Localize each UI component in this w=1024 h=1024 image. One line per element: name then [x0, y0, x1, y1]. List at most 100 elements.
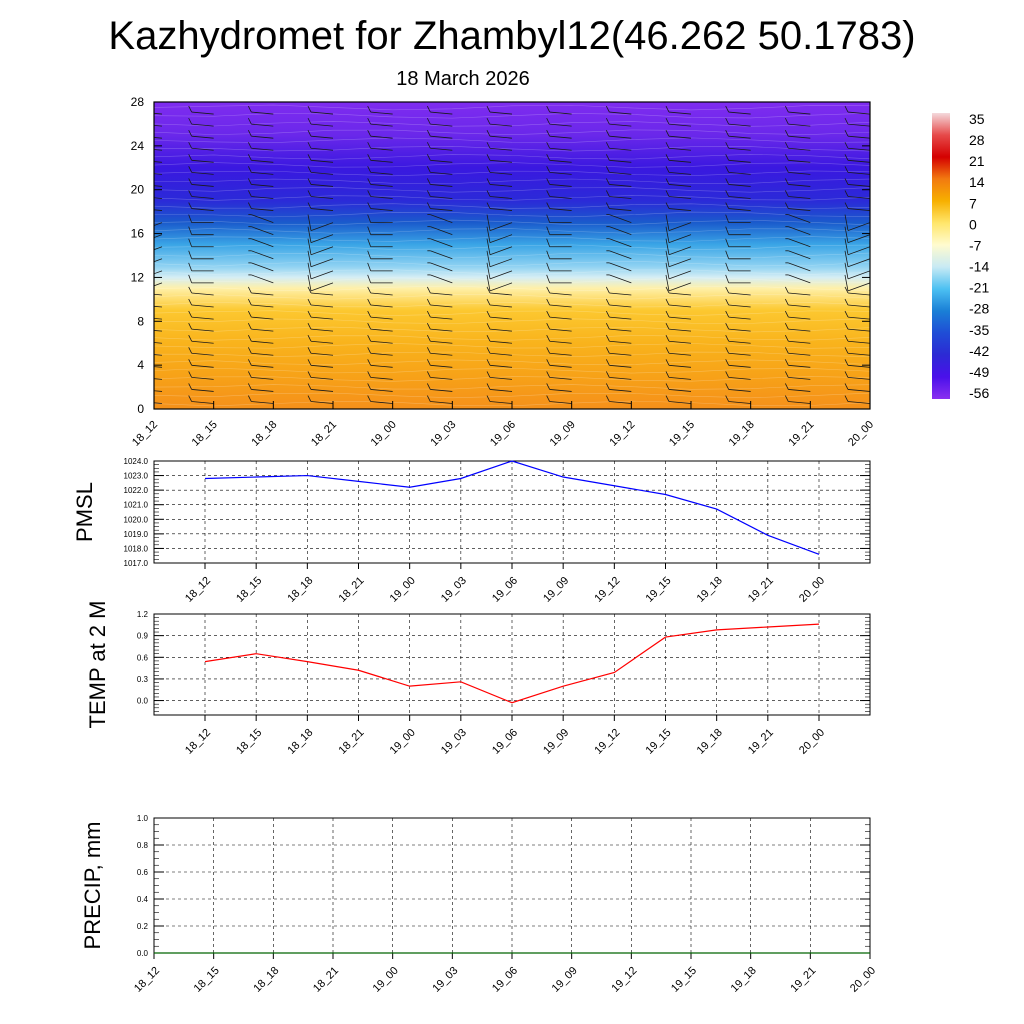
wind-barb: [370, 364, 393, 368]
wind-barb-feather: [188, 395, 193, 402]
wind-barb-feather: [307, 166, 312, 173]
wind-barb: [847, 364, 870, 368]
wind-barb-feather: [665, 286, 670, 294]
y-tick-label: 1017.0: [124, 559, 149, 568]
wind-barb-feather: [844, 166, 849, 173]
wind-barb-feather: [426, 142, 431, 149]
wind-barb-feather: [426, 395, 431, 402]
wind-barb: [489, 208, 513, 211]
wind-barb: [310, 340, 334, 344]
wind-barb: [609, 401, 632, 404]
wind-barb: [430, 171, 453, 175]
x-tick-label: 19_12: [607, 419, 637, 449]
colorbar-bar: [932, 113, 950, 399]
wind-barb-feather: [725, 154, 730, 161]
y-tick-label: 20: [131, 183, 145, 197]
wind-barb-feather: [188, 274, 193, 284]
wind-barb: [370, 171, 393, 175]
wind-barb-feather: [188, 166, 193, 173]
x-tick-label: 19_12: [592, 575, 622, 605]
wind-barb-feather: [546, 383, 551, 390]
wind-barb-feather: [665, 226, 670, 243]
wind-barb: [251, 292, 274, 296]
wind-barb: [310, 171, 334, 175]
x-tick-label: 19_12: [592, 727, 622, 757]
wind-barb: [847, 316, 870, 320]
wind-barb: [489, 171, 513, 175]
pmsl-panel: 1017.0 1018.0 1019.0 1020.0 1021.0 1022.0 1023…: [72, 457, 871, 605]
wind-barb-feather: [247, 178, 252, 185]
wind-barb: [609, 208, 632, 211]
wind-barb: [728, 364, 751, 368]
wind-barb: [609, 214, 632, 223]
wind-barb-feather: [784, 383, 789, 390]
wind-barb-feather: [546, 322, 551, 330]
wind-barb-feather: [426, 190, 431, 197]
wind-barb-feather: [725, 117, 730, 125]
wind-barb-feather: [426, 178, 431, 185]
x-tick-label: 19_21: [746, 727, 776, 757]
wind-barb-feather: [486, 347, 491, 354]
wind-barb: [609, 316, 632, 320]
colorbar-label: -28: [969, 301, 989, 317]
cross-section-panel: 0 4 8 12 16 20 24 28 18_12 18_15 18_18 18_21 19_00 19…: [130, 95, 876, 449]
colorbar-label: -35: [969, 322, 989, 338]
contour-line: [154, 154, 870, 160]
wind-barb-feather: [725, 202, 730, 209]
wind-barb-feather: [188, 322, 193, 330]
contour-line: [154, 285, 870, 292]
wind-barb: [489, 258, 513, 268]
contour-line: [154, 104, 870, 111]
wind-barb-feather: [247, 166, 252, 173]
wind-barb: [489, 147, 513, 151]
wind-barb-feather: [784, 298, 789, 306]
contour-line: [154, 228, 870, 234]
wind-barb-feather: [247, 371, 252, 378]
wind-barb: [609, 123, 632, 127]
wind-barb: [609, 250, 632, 260]
wind-barb: [430, 389, 453, 392]
y-tick-label: 0.0: [137, 697, 149, 706]
wind-barb-feather: [784, 286, 789, 294]
wind-barb: [191, 208, 214, 211]
wind-barb: [251, 316, 274, 320]
wind-barb-feather: [307, 105, 312, 113]
wind-barb: [430, 376, 453, 380]
wind-barb-feather: [188, 117, 193, 125]
wind-barb-feather: [605, 178, 610, 185]
wind-barb-feather: [546, 214, 551, 223]
x-tick-label: 19_09: [541, 575, 571, 605]
wind-barb: [788, 262, 811, 272]
wind-barb: [251, 123, 274, 127]
wind-barb-feather: [844, 371, 849, 378]
wind-barb: [430, 159, 453, 163]
wind-barb-feather: [546, 335, 551, 342]
wind-barb-feather: [137, 118, 140, 124]
contour-line: [154, 236, 870, 242]
wind-barb: [668, 340, 692, 344]
x-tick-label: 19_15: [669, 965, 699, 995]
wind-barb-feather: [844, 142, 849, 149]
wind-barb-feather: [486, 214, 491, 231]
colorbar-label: -7: [969, 237, 982, 253]
wind-barb-feather: [665, 166, 670, 173]
wind-barb-feather: [367, 214, 372, 223]
wind-barb: [191, 376, 214, 380]
wind-barb-feather: [426, 347, 431, 354]
wind-barb-feather: [307, 322, 312, 330]
contour-line: [154, 343, 870, 349]
wind-barb: [788, 316, 811, 320]
wind-barb: [609, 389, 632, 392]
wind-barb-feather: [426, 202, 431, 209]
wind-barb-feather: [307, 359, 312, 366]
wind-barb: [310, 364, 334, 368]
x-tick-label: 18_15: [234, 575, 264, 605]
wind-barb-feather: [367, 359, 372, 366]
wind-barb-feather: [605, 347, 610, 354]
wind-barb-feather: [725, 395, 730, 402]
wind-barb-feather: [546, 286, 551, 294]
wind-barb-feather: [426, 154, 431, 161]
wind-barb-feather: [725, 105, 730, 113]
wind-barb: [310, 304, 334, 308]
